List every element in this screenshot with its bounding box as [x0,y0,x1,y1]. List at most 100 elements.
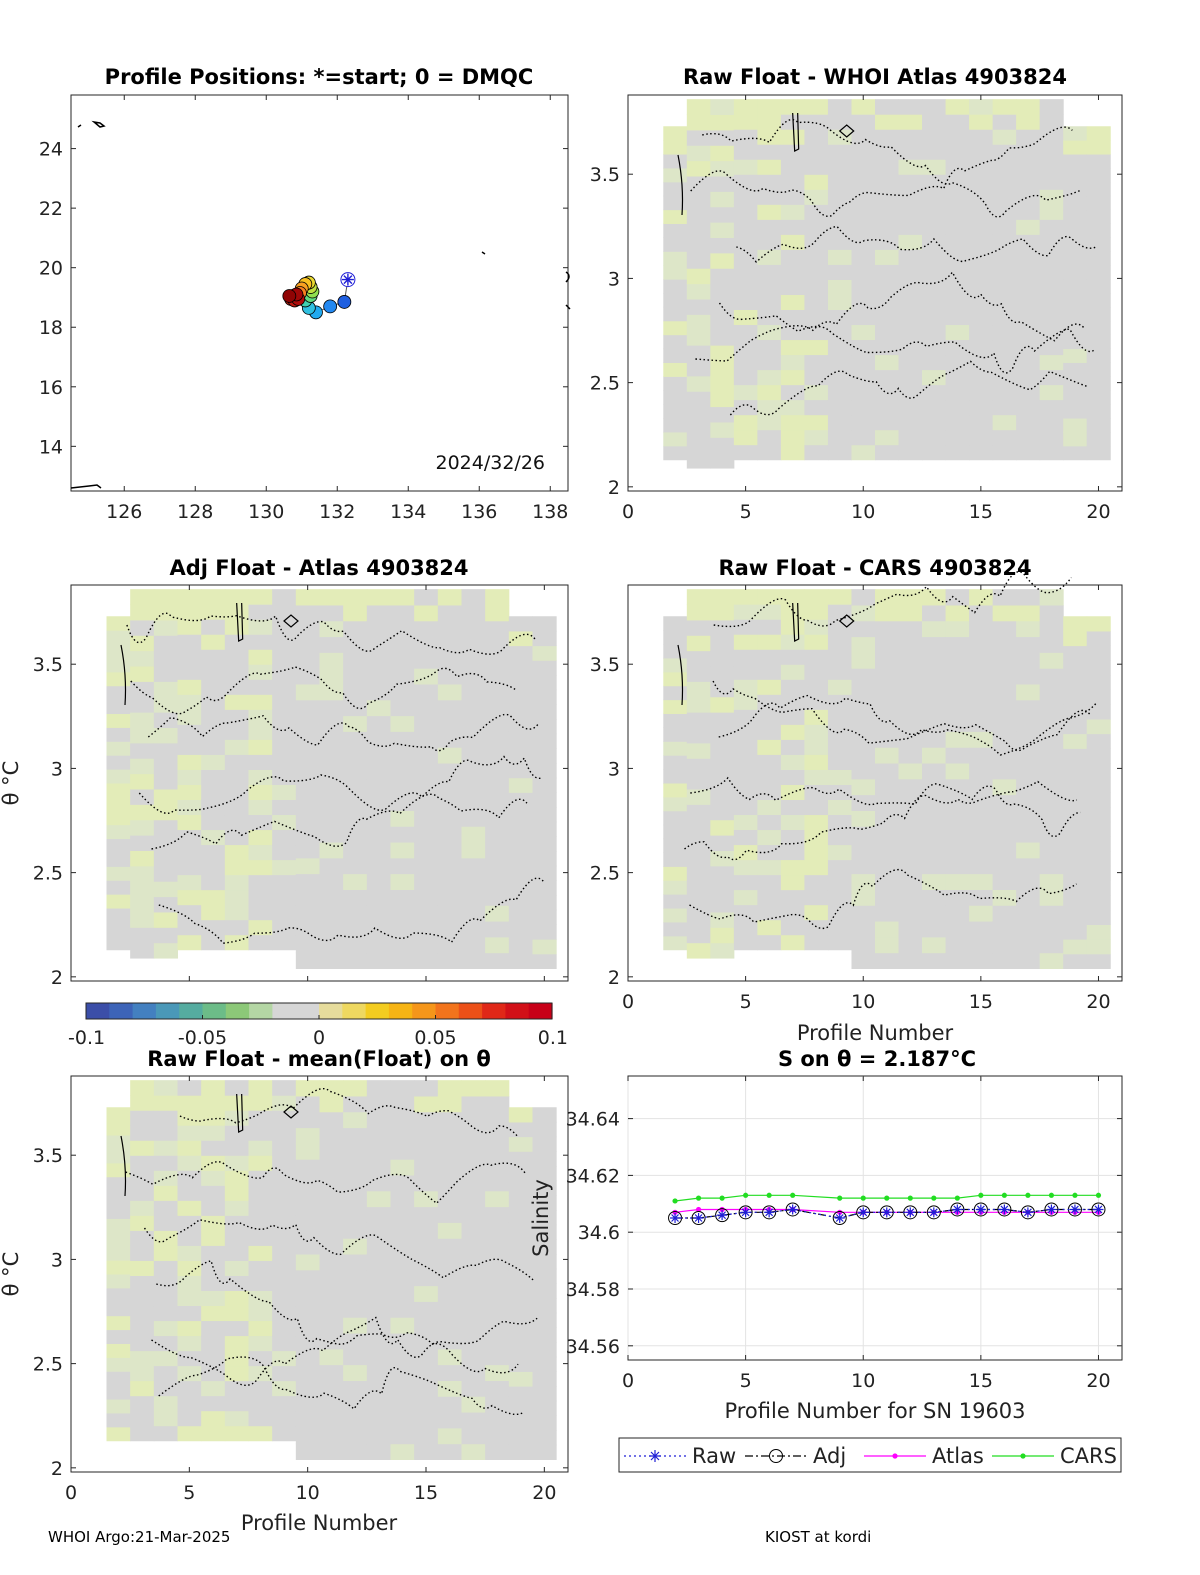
heatmap-cell [663,894,688,909]
heatmap-cell [875,936,900,954]
heatmap-cell [485,1127,510,1144]
heatmap-cell [508,748,533,764]
heatmap-cell [1086,821,1111,837]
heatmap-cell [710,360,735,377]
heatmap-cell [272,1140,297,1156]
heatmap-cell [437,715,462,732]
heatmap-cell [366,1396,391,1413]
heatmap-cell [153,604,178,621]
heatmap-cell [969,249,994,265]
heatmap-cell [224,904,249,921]
heatmap-cell [992,652,1017,669]
heatmap-cell [106,1371,131,1386]
heatmap-cell [710,619,735,636]
heatmap-cell [710,650,735,667]
heatmap-cell [485,652,510,669]
heatmap-cell [224,709,249,725]
heatmap-cell [461,1175,486,1192]
heatmap-cell [757,444,782,461]
heatmap-cell [319,794,344,811]
heatmap-cell [898,354,923,371]
heatmap-cell [319,952,344,969]
heatmap-cell [875,414,900,431]
heatmap-cell [461,620,486,638]
heatmap-cell [851,857,876,875]
x-tick-label: 20 [532,1482,556,1504]
heatmap-cell [272,784,297,800]
heatmap-cell [201,1380,226,1397]
heatmap-cell [366,1175,391,1192]
heatmap-cell [851,294,876,310]
heatmap-cell [343,1364,368,1381]
heatmap-cell [508,1356,533,1372]
heatmap-cell [945,921,970,938]
heatmap-cell [945,294,970,310]
x-tick-label: 10 [296,1482,320,1504]
heatmap-cell [414,1159,439,1176]
heatmap-cell [945,699,970,717]
heatmap-cell [295,1269,320,1287]
heatmap-cell [804,99,829,115]
heatmap-cell [177,784,202,800]
heatmap-cell [177,1080,202,1096]
heatmap-cell [319,1143,344,1160]
heatmap-cell [969,889,994,906]
heatmap-cell [319,1159,344,1176]
heatmap-cell [898,99,923,115]
heatmap-cell [295,715,320,732]
heatmap-cell [1016,399,1041,416]
heatmap-cell [272,649,297,665]
heatmap-cell [201,649,226,665]
heatmap-cell [710,237,735,254]
heatmap-cell [106,1399,131,1414]
heatmap-cell [710,742,735,759]
point-cars [719,1195,725,1201]
heatmap-cell [780,414,805,431]
heatmap-cell [827,889,852,906]
heatmap-cell [485,1396,510,1413]
heatmap-cell [733,754,758,770]
heatmap-cell [106,1274,131,1289]
heatmap-cell [343,589,368,606]
heatmap-cell [898,684,923,701]
heatmap-cell [461,1443,486,1460]
heatmap-cell [804,309,829,326]
heatmap-cell [343,715,368,732]
colorbar-segment [365,1003,390,1019]
heatmap-cell [106,1232,131,1247]
heatmap-cell [224,1125,249,1141]
heatmap-cell [992,905,1017,922]
heatmap-cell [757,604,782,620]
heatmap-cell [1086,223,1111,238]
heatmap-cell [532,953,557,969]
heatmap-cell [272,1230,297,1246]
heatmap-cell [780,384,805,401]
heatmap-cell [757,324,782,341]
heatmap-cell [485,842,510,859]
heatmap-cell [295,620,320,638]
heatmap-cell [1039,384,1064,401]
heatmap-cell [663,404,688,419]
heatmap-cell [414,1080,439,1097]
heatmap-cell [272,1350,297,1367]
heatmap-cell [177,1140,202,1156]
map-track [282,272,356,320]
heatmap-cell [319,1080,344,1097]
heatmap-cell [804,369,829,386]
colorbar: -0.1 -0.05 0 0.05 0.1 [68,1002,568,1049]
heatmap-cell [248,919,273,936]
heatmap-cell [106,935,131,951]
heatmap-cell [804,219,829,235]
heatmap-cell [992,794,1017,811]
heatmap-cell [922,264,947,280]
heatmap-cell [733,399,758,416]
heatmap-cell [922,249,947,265]
heatmap-cell [663,334,688,350]
point-cars [860,1195,866,1201]
heatmap-cell [992,324,1017,341]
heatmap-cell [485,1443,510,1460]
heatmap-cell [106,1246,131,1261]
heatmap-cell [248,664,273,680]
heatmap-cell [106,1176,131,1192]
